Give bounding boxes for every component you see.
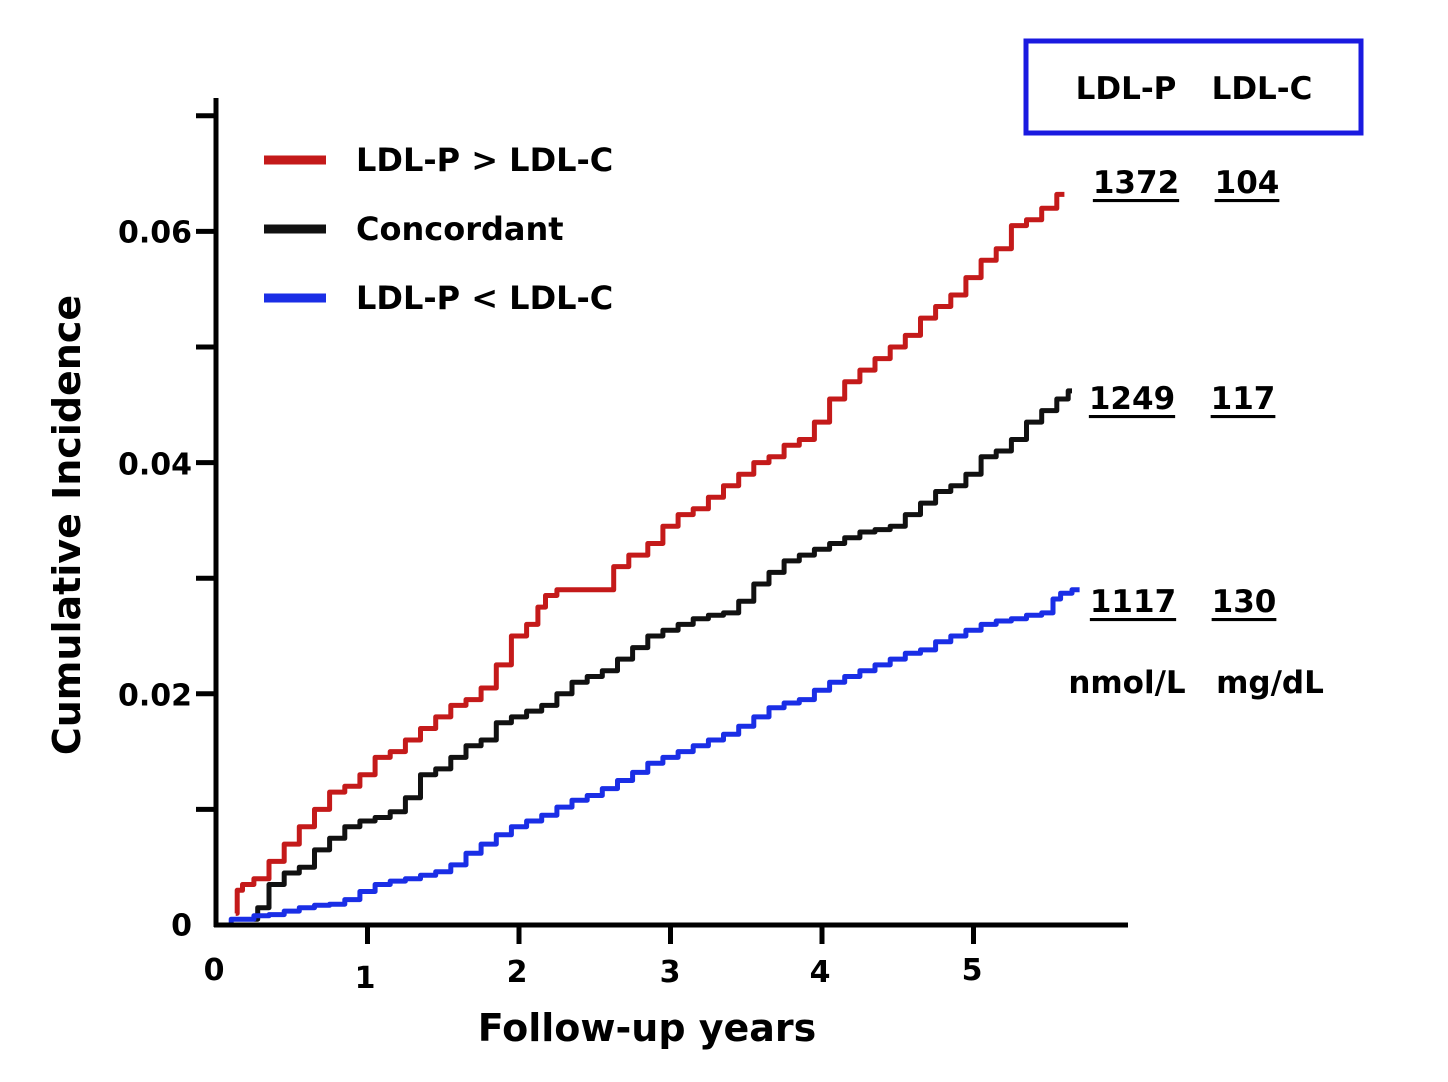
x-tick-label-4: 4 (810, 955, 831, 990)
table-value-ldlc-117: 117 (1211, 381, 1276, 417)
series-line-1 (253, 388, 1072, 922)
y-tick-label-004: 0.04 (118, 448, 192, 483)
series-line-0 (234, 191, 1065, 916)
x-tick-label-3: 3 (660, 955, 681, 990)
table-header-ldl-c: LDL-C (1212, 71, 1313, 107)
legend-label-ldlp-lt-ldlc: LDL-P < LDL-C (356, 279, 613, 317)
x-tick-marks (365, 925, 976, 944)
series-line-2 (216, 587, 1080, 928)
unit-nmol-per-l: nmol/L (1068, 665, 1185, 701)
y-axis-title: Cumulative Incidence (45, 295, 89, 755)
table-value-ldlp-1249: 1249 (1089, 381, 1175, 417)
y-tick-label-006: 0.06 (118, 216, 192, 251)
table-value-ldlc-104: 104 (1215, 165, 1280, 201)
x-tick-label-2: 2 (507, 955, 528, 990)
unit-mg-per-dl: mg/dL (1216, 665, 1324, 701)
x-tick-label-1: 1 (355, 961, 376, 996)
table-header-ldl-p: LDL-P (1076, 71, 1177, 107)
x-tick-label-5: 5 (962, 953, 983, 988)
legend-label-concordant: Concordant (356, 210, 564, 248)
y-tick-label-0: 0 (171, 909, 192, 944)
curve-group (216, 191, 1080, 928)
y-tick-marks (196, 113, 216, 812)
x-axis-title: Follow-up years (478, 1006, 817, 1050)
legend-label-ldlp-gt-ldlc: LDL-P > LDL-C (356, 141, 613, 179)
table-value-ldlp-1117: 1117 (1090, 584, 1176, 620)
table-header-box (1023, 38, 1364, 136)
x-tick-label-0: 0 (204, 953, 225, 988)
table-value-ldlc-130: 130 (1212, 584, 1277, 620)
y-tick-label-002: 0.02 (118, 679, 192, 714)
table-value-ldlp-1372: 1372 (1093, 165, 1179, 201)
